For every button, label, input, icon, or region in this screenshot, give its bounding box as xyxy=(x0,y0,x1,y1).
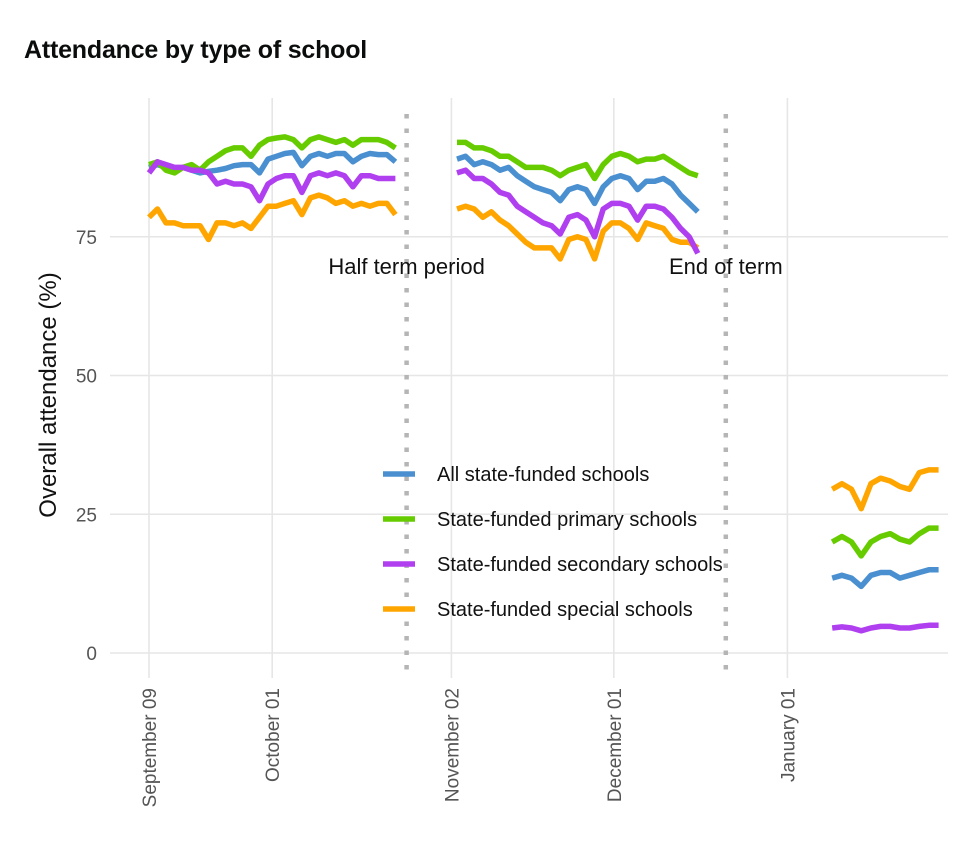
annotation-labels: Half term period End of term xyxy=(328,254,782,279)
series-line-4 xyxy=(456,203,700,262)
y-tick-label: 0 xyxy=(86,644,97,665)
legend-label: All state-funded schools xyxy=(437,464,649,486)
y-tick-label: 25 xyxy=(76,505,97,526)
x-tick-label: January 01 xyxy=(778,688,799,782)
series-line-2 xyxy=(457,139,699,182)
series-line-4 xyxy=(147,192,398,243)
series-lines xyxy=(146,134,939,634)
series-line-1 xyxy=(831,567,939,590)
y-tick-label: 50 xyxy=(76,367,97,388)
legend-label: State-funded primary schools xyxy=(437,509,697,531)
series-line-2 xyxy=(830,525,939,559)
series-line-3 xyxy=(456,167,701,255)
y-axis-label: Overall attendance (%) xyxy=(35,272,62,517)
y-axis-tick-labels: 0 25 50 75 xyxy=(76,228,97,665)
series-line-2 xyxy=(148,134,397,176)
page-title: Attendance by type of school xyxy=(24,36,368,64)
series-line-4 xyxy=(830,467,939,512)
annotation-label: End of term xyxy=(669,254,783,279)
x-tick-label: October 01 xyxy=(263,688,284,782)
x-tick-label: November 02 xyxy=(442,688,463,802)
chart-legend: All state-funded schools State-funded pri… xyxy=(383,464,723,621)
series-line-3 xyxy=(831,622,939,634)
period-marker-lines xyxy=(404,114,729,678)
annotation-label: Half term period xyxy=(328,254,485,279)
series-line-3 xyxy=(146,159,396,204)
y-tick-label: 75 xyxy=(76,228,97,249)
series-line-1 xyxy=(456,153,700,214)
x-tick-label: December 01 xyxy=(605,688,626,802)
x-tick-label: September 09 xyxy=(140,688,161,807)
legend-label: State-funded special schools xyxy=(437,599,693,621)
grid-lines xyxy=(110,98,948,678)
x-axis-tick-labels: September 09 October 01 November 02 Decembe… xyxy=(140,688,799,807)
legend-label: State-funded secondary schools xyxy=(437,554,723,576)
